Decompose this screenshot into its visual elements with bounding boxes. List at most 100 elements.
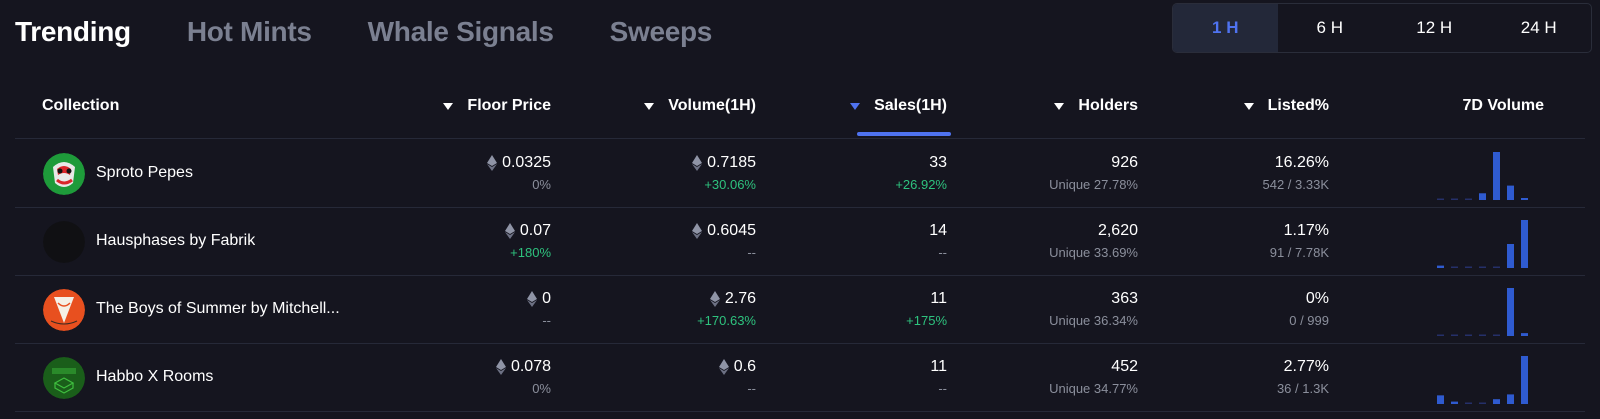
collection-name[interactable]: The Boys of Summer by Mitchell... [96, 300, 340, 317]
boys-of-summer-avatar [43, 289, 85, 331]
volume-7d-sparkline [1437, 356, 1528, 404]
volume-bar [1437, 395, 1444, 404]
ethereum-icon [709, 291, 720, 307]
volume-bar [1437, 198, 1444, 200]
listed-ratio: 91 / 7.78K [1269, 245, 1329, 260]
holders-cell: 926 Unique 27.78% [1005, 153, 1138, 193]
volume-bar [1507, 288, 1514, 336]
volume-bar [1493, 266, 1500, 268]
table-row[interactable]: Habbo X Rooms 0.078 0% 0.6 -- 11 -- 452 … [15, 344, 1585, 412]
volume-value: 0.7185 [707, 154, 756, 171]
sales-cell: 33 +26.92% [805, 153, 947, 193]
listed-ratio: 0 / 999 [1289, 313, 1329, 328]
volume-bar [1493, 399, 1500, 404]
sproto-pepes-avatar [43, 153, 85, 195]
sales-value: 11 [930, 358, 947, 375]
listed-percent: 0% [1305, 290, 1329, 307]
volume-cell: 0.7185 +30.06% [575, 153, 756, 193]
volume-bar [1451, 198, 1458, 200]
volume-7d-sparkline [1437, 220, 1528, 268]
volume-change: +30.06% [704, 177, 756, 192]
holders-value: 363 [1111, 290, 1138, 307]
volume-change: -- [747, 381, 756, 396]
volume-bar [1479, 193, 1486, 200]
sales-change: -- [938, 245, 947, 260]
column-header-label: Sales(1H) [874, 97, 947, 114]
floor-price-value: 0 [542, 290, 551, 307]
tab-whale-signals[interactable]: Whale Signals [367, 16, 554, 47]
tab-trending[interactable]: Trending [15, 16, 131, 47]
volume-change: -- [747, 245, 756, 260]
time-filter-12h[interactable]: 12 H [1416, 18, 1453, 37]
listed-cell: 16.26% 542 / 3.33K [1195, 153, 1330, 193]
holders-unique: Unique 34.77% [1049, 381, 1138, 396]
ethereum-icon [692, 223, 703, 239]
volume-bar [1521, 198, 1528, 200]
volume-value: 2.76 [724, 290, 756, 307]
column-header-label: Listed% [1267, 97, 1329, 114]
volume-bar [1451, 401, 1458, 404]
floor-price-change: +180% [510, 245, 551, 260]
holders-value: 926 [1111, 154, 1138, 171]
volume-bar [1521, 333, 1528, 336]
listed-ratio: 542 / 3.33K [1262, 177, 1330, 192]
collection-name[interactable]: Hausphases by Fabrik [96, 232, 256, 249]
sales-change: -- [938, 381, 947, 396]
habbo-rooms-avatar [43, 357, 85, 399]
volume-bar [1437, 334, 1444, 336]
collection-name[interactable]: Sproto Pepes [96, 164, 193, 181]
sales-cell: 11 +175% [805, 289, 947, 329]
listed-cell: 2.77% 36 / 1.3K [1195, 357, 1329, 397]
volume-bar [1451, 334, 1458, 336]
volume-cell: 0.6 -- [575, 357, 756, 397]
caret-down-icon [1054, 102, 1065, 110]
column-header-holders[interactable]: Holders [1005, 95, 1138, 117]
sales-cell: 14 -- [805, 221, 947, 261]
volume-bar [1507, 185, 1514, 200]
volume-bar [1437, 265, 1444, 268]
ethereum-icon [692, 155, 703, 171]
listed-cell: 0% 0 / 999 [1195, 289, 1329, 329]
volume-bar [1507, 394, 1514, 404]
time-filter-6h[interactable]: 6 H [1316, 18, 1343, 37]
volume-bar [1479, 402, 1486, 404]
listed-percent: 16.26% [1274, 154, 1329, 171]
column-header-7d-volume: 7D Volume [1462, 97, 1545, 114]
holders-value: 2,620 [1097, 222, 1138, 239]
volume-bar [1465, 334, 1472, 336]
volume-cell: 0.6045 -- [575, 221, 756, 261]
volume-bar [1465, 266, 1472, 268]
sales-cell: 11 -- [805, 357, 947, 397]
listed-percent: 1.17% [1283, 222, 1329, 239]
column-header-sales[interactable]: Sales(1H) [805, 95, 947, 117]
column-header-floor-price[interactable]: Floor Price [395, 95, 551, 117]
hausphases-avatar [43, 221, 85, 263]
volume-bar [1493, 334, 1500, 336]
time-filter-24h[interactable]: 24 H [1520, 18, 1557, 37]
listed-ratio: 36 / 1.3K [1276, 381, 1329, 396]
caret-down-icon [850, 102, 861, 110]
holders-unique: Unique 33.69% [1049, 245, 1138, 260]
floor-price-change: 0% [532, 177, 551, 192]
table-row[interactable]: The Boys of Summer by Mitchell... 0 -- 2… [15, 276, 1585, 344]
column-header-listed[interactable]: Listed% [1195, 95, 1329, 117]
sales-change: +26.92% [895, 177, 947, 192]
floor-price-cell: 0.07 +180% [395, 221, 551, 261]
floor-price-value: 0.07 [519, 222, 551, 239]
time-filter-1h[interactable]: 1 H [1173, 4, 1278, 52]
holders-unique: Unique 36.34% [1049, 313, 1138, 328]
sales-value: 33 [929, 154, 947, 171]
table-row[interactable]: Sproto Pepes 0.0325 0% 0.7185 +30.06% 33… [15, 140, 1585, 208]
ethereum-icon [495, 359, 506, 375]
ethereum-icon [487, 155, 498, 171]
tab-hot-mints[interactable]: Hot Mints [186, 16, 312, 47]
ethereum-icon [718, 359, 729, 375]
collection-name[interactable]: Habbo X Rooms [96, 368, 214, 385]
listed-cell: 1.17% 91 / 7.78K [1195, 221, 1329, 261]
ethereum-icon [527, 291, 538, 307]
volume-bar [1465, 402, 1472, 404]
category-tabs: Trending Hot Mints Whale Signals Sweeps [15, 12, 768, 52]
column-header-volume[interactable]: Volume(1H) [575, 95, 756, 117]
table-row[interactable]: Hausphases by Fabrik 0.07 +180% 0.6045 -… [15, 208, 1585, 276]
tab-sweeps[interactable]: Sweeps [609, 16, 713, 47]
